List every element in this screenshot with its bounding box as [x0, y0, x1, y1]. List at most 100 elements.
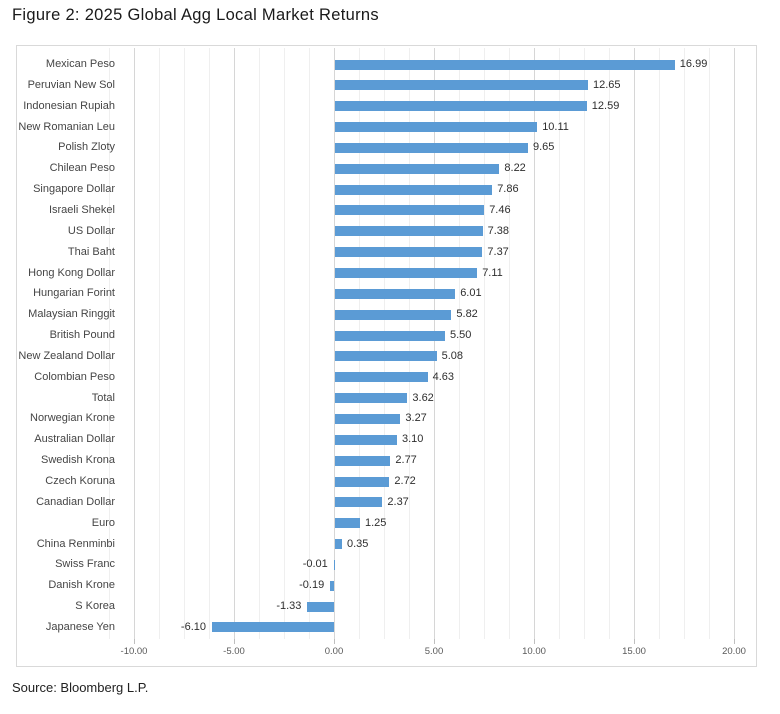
major-gridline	[634, 48, 635, 639]
bar	[335, 142, 528, 153]
value-label: 5.08	[441, 349, 464, 362]
category-label: Mexican Peso	[45, 58, 115, 70]
axis-tick-label: 0.00	[324, 646, 344, 657]
axis-tick-label: 5.00	[424, 646, 444, 657]
major-gridline	[234, 48, 235, 639]
category-label: Singapore Dollar	[33, 183, 115, 196]
bar-row: China Renminbi 0.35	[17, 534, 756, 555]
value-label: 2.72	[394, 475, 416, 487]
category-label: Hong Kong Dollar	[28, 266, 115, 279]
axis-tick-mark	[534, 639, 535, 644]
bar	[335, 330, 445, 341]
value-label: 8.22	[504, 162, 526, 175]
minor-gridline	[184, 48, 185, 639]
minor-gridline	[159, 48, 160, 639]
bar-row: Swedish Krona 2.77	[17, 450, 756, 471]
category-label: S Korea	[75, 600, 115, 613]
category-label: Swedish Krona	[41, 454, 115, 467]
bar	[335, 163, 500, 174]
category-label: Chilean Peso	[49, 162, 115, 175]
bar	[335, 59, 675, 70]
category-label: Hungarian Forint	[33, 287, 115, 300]
axis-tick-label: 20.00	[722, 646, 746, 657]
bar-row: Malaysian Ringgit 5.82	[17, 304, 756, 325]
bar-row: Norwegian Krone 3.27	[17, 408, 756, 429]
bar-row: Australian Dollar 3.10	[17, 429, 756, 450]
minor-gridline	[109, 48, 110, 639]
major-gridline	[134, 48, 135, 639]
minor-gridline	[259, 48, 260, 639]
value-label: 7.38	[487, 224, 510, 237]
value-label: 12.59	[591, 99, 620, 112]
minor-gridline	[459, 48, 460, 639]
category-label: Danish Krone	[48, 579, 115, 592]
category-label: New Zealand Dollar	[18, 349, 115, 362]
value-label: 16.99	[679, 58, 708, 70]
bar-row: Hong Kong Dollar 7.11	[17, 263, 756, 284]
bar-row: Total 3.62	[17, 388, 756, 409]
category-label: Australian Dollar	[34, 433, 115, 446]
axis-tick-mark	[134, 639, 135, 644]
bar-row: Polish Zloty 9.65	[17, 137, 756, 158]
category-label: Swiss Franc	[55, 558, 115, 571]
bar	[335, 80, 588, 91]
bar-row: New Romanian Leu 10.11	[17, 117, 756, 138]
value-label: 7.37	[487, 245, 509, 258]
category-label: Polish Zloty	[58, 141, 115, 154]
major-gridline	[734, 48, 735, 639]
bar-row: Danish Krone -0.19	[17, 575, 756, 596]
minor-gridline	[309, 48, 310, 639]
source-text: Source: Bloomberg L.P.	[12, 680, 149, 695]
value-label: 4.63	[432, 370, 455, 383]
bar-row: Israeli Shekel 7.46	[17, 200, 756, 221]
bar	[335, 497, 383, 508]
category-label: Thai Baht	[67, 245, 115, 258]
bar	[335, 351, 437, 362]
bar	[335, 122, 538, 133]
value-label: 5.82	[456, 308, 478, 321]
major-gridline	[434, 48, 435, 639]
bar-row: Colombian Peso 4.63	[17, 367, 756, 388]
bar	[335, 539, 342, 550]
bar	[335, 101, 587, 112]
minor-gridline	[359, 48, 360, 639]
bar	[335, 226, 483, 237]
bar	[335, 205, 485, 216]
bar-row: Chilean Peso 8.22	[17, 158, 756, 179]
axis-tick-mark	[334, 639, 335, 644]
value-label: 6.01	[460, 287, 482, 300]
bar	[335, 288, 456, 299]
axis-tick-mark	[734, 639, 735, 644]
bar	[307, 601, 334, 612]
category-label: Israeli Shekel	[48, 203, 115, 216]
category-label: Canadian Dollar	[36, 495, 115, 508]
value-label: 3.10	[402, 433, 424, 446]
value-label: 12.65	[593, 78, 621, 91]
minor-gridline	[284, 48, 285, 639]
value-label: 3.62	[412, 391, 434, 404]
value-label: 3.27	[405, 412, 427, 425]
category-label: Japanese Yen	[45, 620, 115, 633]
minor-gridline	[584, 48, 585, 639]
category-label: Malaysian Ringgit	[28, 308, 115, 321]
value-label: -1.33	[276, 600, 302, 613]
bar	[335, 309, 452, 320]
category-label: Indonesian Rupiah	[23, 99, 115, 112]
category-label: Total	[91, 391, 115, 404]
minor-gridline	[384, 48, 385, 639]
value-label: -0.01	[302, 558, 328, 571]
major-gridline	[534, 48, 535, 639]
bar-row: US Dollar 7.38	[17, 221, 756, 242]
bar	[335, 184, 493, 195]
category-label: Colombian Peso	[34, 370, 115, 383]
bar-row: Euro 1.25	[17, 513, 756, 534]
value-label: 2.37	[387, 495, 409, 508]
bar	[335, 268, 478, 278]
bar	[335, 455, 391, 466]
bar	[333, 559, 335, 570]
value-label: 7.46	[489, 203, 511, 216]
minor-gridline	[559, 48, 560, 639]
minor-gridline	[209, 48, 210, 639]
minor-gridline	[609, 48, 610, 639]
value-label: 7.11	[482, 266, 503, 279]
